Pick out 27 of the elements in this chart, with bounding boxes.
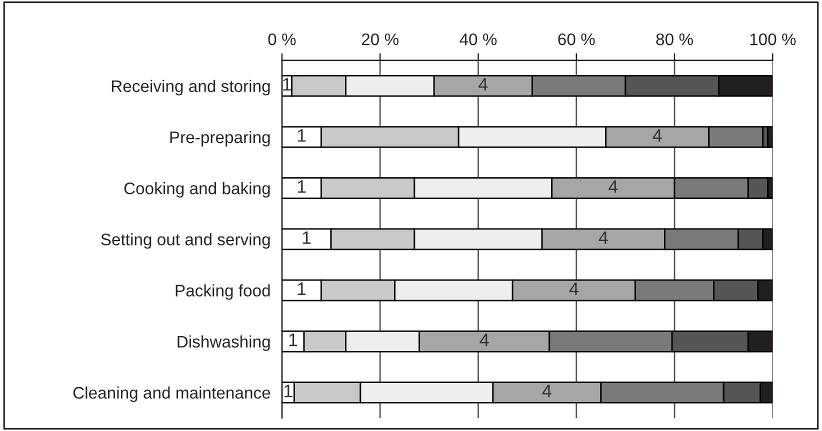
text: 1	[298, 282, 306, 295]
y-tick-label: Packing food	[176, 284, 270, 300]
x-tick-label: 80 %	[656, 33, 693, 46]
x-tick-label: 0 %	[268, 33, 296, 46]
text: 4	[569, 282, 578, 295]
text: 4	[652, 129, 662, 142]
text: 4	[542, 384, 552, 398]
text: 4	[478, 78, 488, 91]
text: 4	[608, 180, 618, 193]
x-tick-label: 20 %	[362, 33, 398, 46]
text: 1	[289, 334, 298, 346]
text: 1	[298, 180, 306, 193]
x-tick-label: 60 %	[558, 33, 595, 46]
y-tick-label: Cooking and baking	[124, 182, 270, 198]
x-tick-label: 40 %	[460, 33, 497, 46]
text: 1	[284, 384, 292, 398]
y-tick-label: Receiving and storing	[112, 80, 270, 96]
series-label: 1	[283, 78, 291, 91]
text: 1	[298, 129, 306, 142]
y-tick-label: Dishwashing	[178, 335, 270, 351]
y-tick-label: Pre-preparing	[170, 130, 270, 146]
text: 4	[480, 334, 489, 346]
y-tick-label: Setting out and serving	[101, 233, 270, 249]
series-label: 4	[598, 231, 608, 244]
text: 1	[302, 231, 311, 244]
y-tick-label: Cleaning and maintenance	[73, 386, 270, 402]
x-tick-label: 100 %	[750, 33, 796, 46]
